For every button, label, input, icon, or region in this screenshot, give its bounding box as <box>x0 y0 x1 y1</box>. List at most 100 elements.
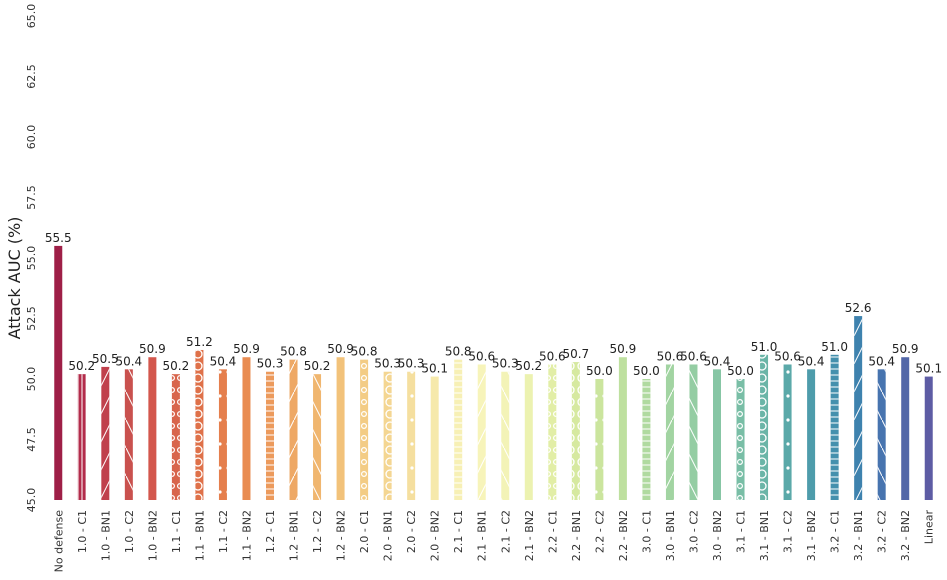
bar-value-label: 50.8 <box>445 345 472 359</box>
bar-hatch <box>595 379 604 500</box>
bar-value-label: 50.3 <box>374 357 401 371</box>
y-tick-label: 57.5 <box>25 185 38 210</box>
bar-hatch <box>266 371 274 500</box>
x-tick-label: 2.2 - BN2 <box>617 510 630 561</box>
bar-value-label: 50.8 <box>280 345 307 359</box>
y-axis-label: Attack AUC (%) <box>5 217 24 340</box>
bar-value-label: 50.3 <box>492 357 519 371</box>
x-axis: No defense 1.0 - C1 1.0 - BN1 1.0 - C2 1.0 -… <box>52 510 935 573</box>
bar-hatch <box>665 364 674 500</box>
x-tick-label: 2.1 - BN2 <box>523 510 536 561</box>
x-tick-label: 1.1 - C1 <box>170 510 183 553</box>
bar-value-label: 50.1 <box>421 362 448 376</box>
x-tick-label: 3.0 - C2 <box>687 510 700 553</box>
x-tick-label: 1.0 - C1 <box>76 510 89 553</box>
bar-value-label: 50.9 <box>139 342 166 356</box>
bar <box>336 357 345 500</box>
x-tick-label: 2.1 - BN1 <box>476 510 489 561</box>
y-tick-label: 60.0 <box>25 125 38 150</box>
bar-hatch <box>195 349 204 500</box>
bar-value-label: 52.6 <box>845 301 872 315</box>
bar-hatch <box>313 374 322 500</box>
bar-hatch <box>101 366 110 500</box>
bar-hatch <box>454 359 463 500</box>
bar-value-label: 50.6 <box>468 349 495 363</box>
x-tick-label: 2.1 - C1 <box>452 510 465 553</box>
bar-value-label: 50.9 <box>892 342 919 356</box>
x-tick-label: 1.2 - C1 <box>264 510 277 553</box>
bar-value-label: 50.4 <box>868 354 895 368</box>
bar-hatch <box>77 374 86 500</box>
x-tick-label: 1.0 - BN1 <box>99 510 112 561</box>
bar <box>807 369 816 500</box>
x-tick-label: 1.1 - C2 <box>217 510 230 553</box>
bar <box>54 245 63 500</box>
x-tick-label: 3.2 - C2 <box>876 510 889 553</box>
bar <box>430 376 439 500</box>
bar-value-label: 50.6 <box>539 349 566 363</box>
bar-hatch <box>171 374 180 500</box>
x-tick-label: 3.1 - BN2 <box>805 510 818 561</box>
bar-hatch <box>383 371 392 500</box>
bar-value-label: 50.2 <box>68 359 95 373</box>
bar-value-label: 50.4 <box>798 354 825 368</box>
x-tick-label: Linear <box>923 510 936 545</box>
bar <box>901 357 910 500</box>
bar-hatch <box>877 369 886 500</box>
bar-value-label: 51.2 <box>186 335 213 349</box>
bar <box>924 376 933 500</box>
bar-value-label: 50.2 <box>515 359 542 373</box>
bars <box>54 245 933 500</box>
bar-hatch <box>407 371 416 500</box>
x-tick-label: 2.2 - C2 <box>593 510 606 553</box>
x-tick-label: 1.0 - BN2 <box>146 510 159 561</box>
bar-value-label: 50.9 <box>233 342 260 356</box>
bar <box>713 369 721 500</box>
y-axis: 45.0 47.5 50.0 52.5 55.0 57.5 60.0 62.5 65.0 <box>25 4 38 513</box>
bar-value-label: 50.0 <box>633 364 660 378</box>
x-tick-label: 3.2 - C1 <box>829 510 842 553</box>
x-tick-label: 1.2 - C2 <box>311 510 324 553</box>
bar-hatch <box>218 369 227 500</box>
bar-hatch <box>783 364 792 500</box>
bar-hatch <box>477 364 486 500</box>
x-tick-label: No defense <box>52 510 65 573</box>
bar-value-label: 50.4 <box>704 354 731 368</box>
x-tick-label: 2.0 - C1 <box>358 510 371 553</box>
bar <box>242 357 251 500</box>
bar-hatch <box>689 364 698 500</box>
bar-value-label: 50.2 <box>163 359 190 373</box>
bar-hatch <box>548 364 557 500</box>
bar-value-label: 50.4 <box>115 354 142 368</box>
x-tick-label: 3.0 - C1 <box>640 510 653 553</box>
bar-value-label: 50.0 <box>727 364 754 378</box>
y-tick-label: 52.5 <box>25 306 38 331</box>
x-tick-label: 3.0 - BN2 <box>711 510 724 561</box>
x-tick-label: 3.2 - BN1 <box>852 510 865 561</box>
bar-hatch <box>289 359 298 500</box>
bar-value-label: 50.3 <box>398 357 425 371</box>
x-tick-label: 1.2 - BN2 <box>335 510 348 561</box>
bar-hatch <box>760 354 769 500</box>
bar-value-label: 50.2 <box>304 359 331 373</box>
bar-value-label: 50.6 <box>657 349 684 363</box>
y-tick-label: 50.0 <box>25 367 38 392</box>
x-tick-label: 2.1 - C2 <box>499 510 512 553</box>
x-tick-label: 1.2 - BN1 <box>288 510 301 561</box>
bar-value-label: 50.7 <box>562 347 589 361</box>
bar-hatch <box>642 379 651 500</box>
bar-hatch <box>854 316 863 500</box>
bar-value-label: 50.6 <box>680 349 707 363</box>
bar-hatch <box>571 362 580 500</box>
bar-value-label: 50.1 <box>915 362 942 376</box>
x-tick-label: 2.2 - BN1 <box>570 510 583 561</box>
y-tick-label: 62.5 <box>25 64 38 89</box>
bar-value-label: 50.4 <box>210 354 237 368</box>
bar-hatch <box>124 369 133 500</box>
bar-value-label: 50.0 <box>586 364 613 378</box>
x-tick-label: 3.1 - BN1 <box>758 510 771 561</box>
bar-value-label: 51.0 <box>821 340 848 354</box>
bar-value-label: 50.9 <box>327 342 354 356</box>
x-tick-label: 1.0 - C2 <box>123 510 136 553</box>
